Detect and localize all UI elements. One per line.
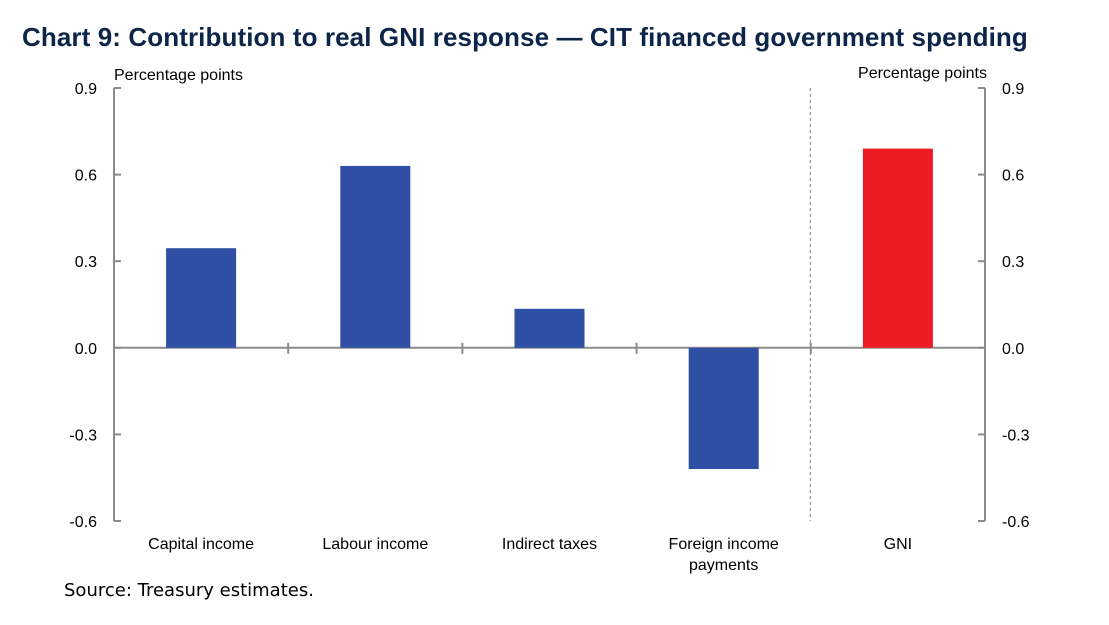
- right-y-tick-label: -0.3: [1002, 427, 1030, 444]
- right-y-tick-label: 0.3: [1002, 254, 1024, 271]
- left-y-tick-label: 0.6: [75, 168, 97, 185]
- category-label: payments: [689, 557, 758, 574]
- chart-bars: [166, 148, 933, 470]
- chart-title: Chart 9: Contribution to real GNI respon…: [22, 22, 1028, 52]
- category-label: Capital income: [148, 536, 254, 553]
- bar-2: [340, 165, 411, 348]
- left-axis-unit-label: Percentage points: [114, 67, 243, 84]
- category-label: Indirect taxes: [502, 536, 597, 553]
- bar-5: [862, 148, 933, 348]
- chart-labels: 0.9 0.9 0.6 0.6 0.3 0.3 0.0 0.0 -0.3 -0.3 -0.6 -0.6…: [69, 65, 1029, 574]
- source-note: Source: Treasury estimates.: [64, 580, 314, 601]
- right-y-tick-label: 0.9: [1002, 81, 1024, 98]
- left-y-tick-label: 0.9: [75, 81, 97, 98]
- right-axis-unit-label: Percentage points: [858, 65, 987, 82]
- left-y-tick-label: -0.3: [69, 427, 97, 444]
- category-label: Labour income: [322, 536, 428, 553]
- category-label: Foreign income: [669, 536, 779, 553]
- category-label: GNI: [884, 536, 912, 553]
- chart-axes: [113, 87, 986, 522]
- left-y-tick-label: 0.0: [75, 341, 97, 358]
- bar-4: [688, 347, 759, 470]
- bar-1: [166, 248, 237, 348]
- right-y-tick-label: 0.6: [1002, 168, 1024, 185]
- right-y-tick-label: -0.6: [1002, 514, 1030, 531]
- right-y-tick-label: 0.0: [1002, 341, 1024, 358]
- left-y-tick-label: 0.3: [75, 254, 97, 271]
- left-y-tick-label: -0.6: [69, 514, 97, 531]
- bar-3: [514, 308, 585, 348]
